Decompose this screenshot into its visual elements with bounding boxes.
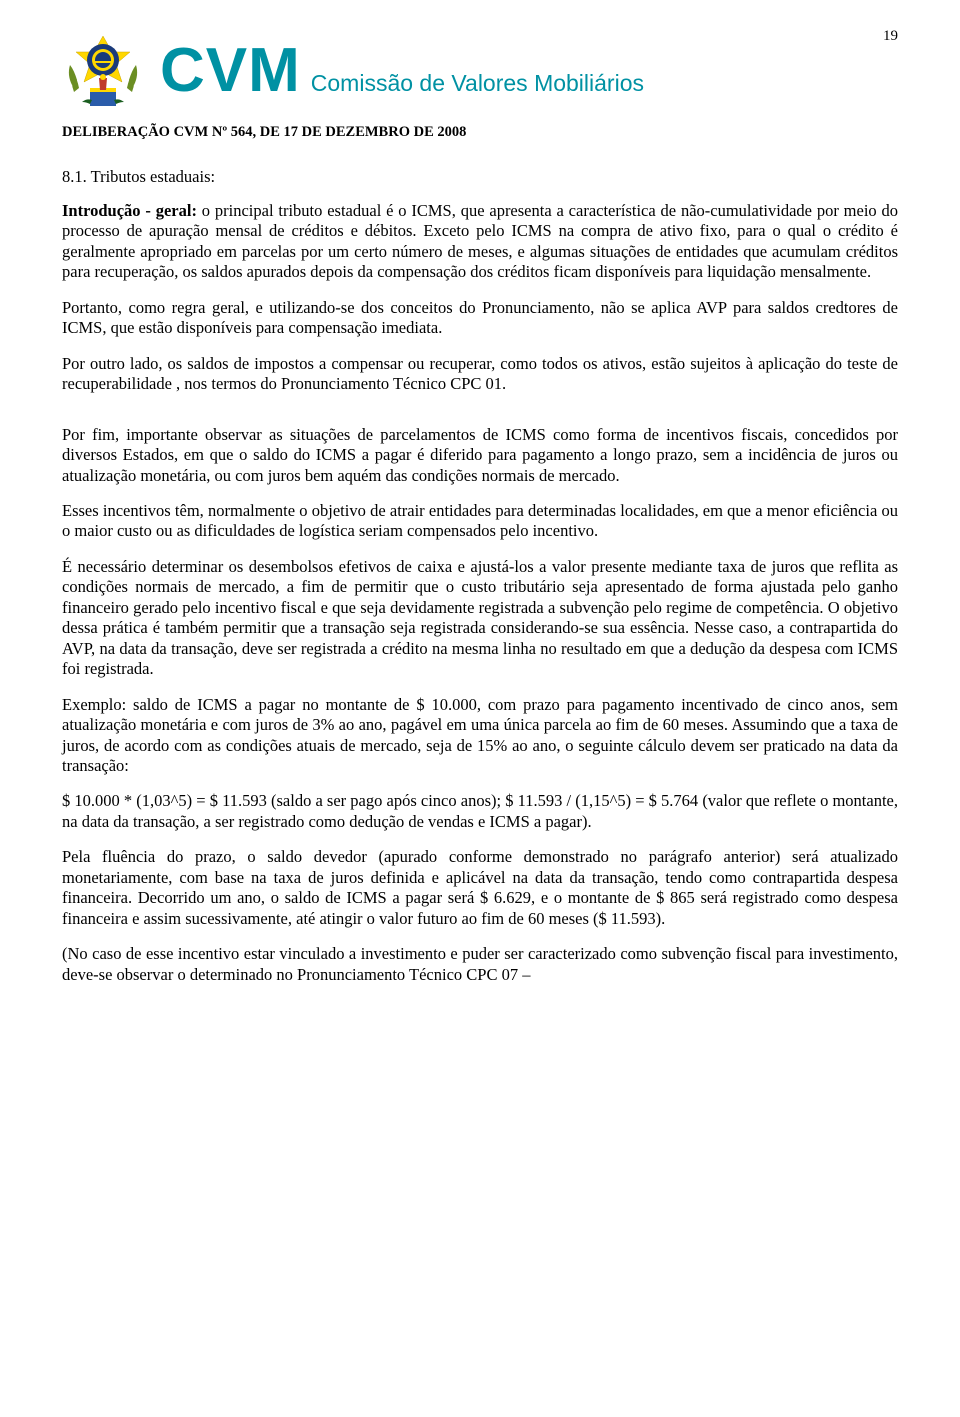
- intro-bold: Introdução - geral:: [62, 201, 197, 220]
- cvm-logo: CVM Comissão de Valores Mobiliários: [160, 40, 644, 102]
- paragraph-6: É necessário determinar os desembolsos e…: [62, 557, 898, 680]
- document-header: CVM Comissão de Valores Mobiliários: [62, 30, 898, 112]
- coat-of-arms-icon: [62, 30, 144, 112]
- paragraph-4: Por fim, importante observar as situaçõe…: [62, 425, 898, 486]
- paragraph-8: $ 10.000 * (1,03^5) = $ 11.593 (saldo a …: [62, 791, 898, 832]
- paragraph-7: Exemplo: saldo de ICMS a pagar no montan…: [62, 695, 898, 777]
- paragraph-5: Esses incentivos têm, normalmente o obje…: [62, 501, 898, 542]
- cvm-logo-text: CVM: [160, 40, 301, 102]
- paragraph-2: Portanto, como regra geral, e utilizando…: [62, 298, 898, 339]
- intro-paragraph: Introdução - geral: o principal tributo …: [62, 201, 898, 283]
- cvm-logo-subtitle: Comissão de Valores Mobiliários: [311, 70, 644, 97]
- paragraph-3: Por outro lado, os saldos de impostos a …: [62, 354, 898, 395]
- paragraph-10: (No caso de esse incentivo estar vincula…: [62, 944, 898, 985]
- deliberacao-title: DELIBERAÇÃO CVM Nº 564, DE 17 DE DEZEMBR…: [62, 124, 898, 141]
- page-number: 19: [883, 28, 898, 45]
- section-heading: 8.1. Tributos estaduais:: [62, 167, 898, 187]
- paragraph-9: Pela fluência do prazo, o saldo devedor …: [62, 847, 898, 929]
